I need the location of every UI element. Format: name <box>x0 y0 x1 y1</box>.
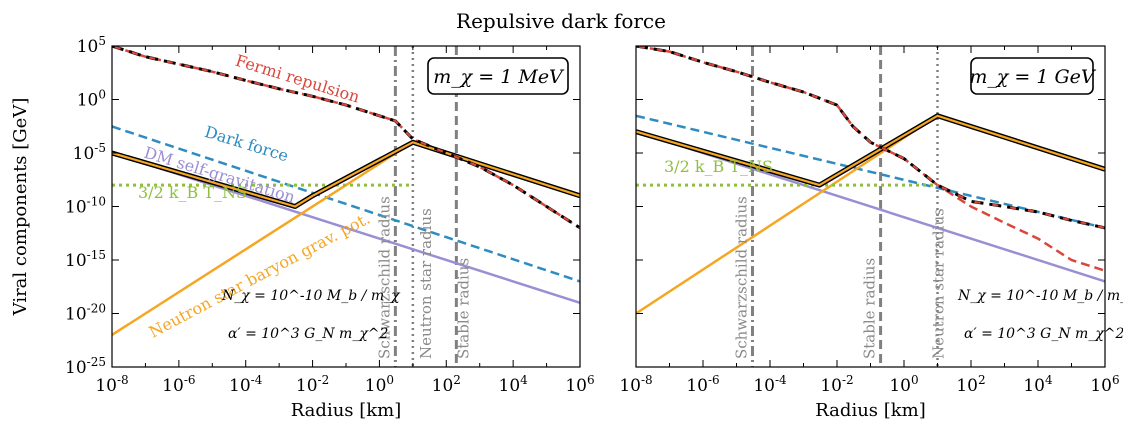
plot-area <box>636 46 1105 367</box>
mass-box <box>427 57 569 95</box>
series-label-baryon: Neutron star baryon grav. pot. <box>146 209 373 342</box>
x-tick-label: 10-4 <box>753 373 787 396</box>
panel-left: Schwarzschild radius Neutron star radius S… <box>10 34 595 421</box>
series-dark_force <box>112 125 580 283</box>
x-tick-label: 10-4 <box>229 373 263 396</box>
x-tick-label: 10-8 <box>95 373 128 396</box>
mass-box <box>970 57 1094 95</box>
x-axis-title: Radius [km] <box>815 400 926 421</box>
mass-label: m_χ = 1 MeV <box>433 66 565 88</box>
series-fermi <box>636 46 1105 272</box>
figure-title: Repulsive dark force <box>456 9 666 33</box>
x-tick-label: 106 <box>565 373 594 396</box>
x-tick-label: 100 <box>889 373 918 396</box>
plot-area <box>112 46 580 367</box>
annotation-n-chi: N_χ = 10^-10 M_b / m_χ <box>221 288 401 304</box>
annotation-alpha: α′ = 10^3 G_N m_χ^2 <box>228 326 389 342</box>
y-tick-label: 105 <box>77 34 106 57</box>
x-tick-label: 106 <box>1090 373 1119 396</box>
y-tick-label: 10-20 <box>65 302 106 325</box>
series-total-band <box>112 141 580 208</box>
x-tick-label: 10-6 <box>686 373 719 396</box>
series-label-kt: 3/2 k_B T_NS <box>138 183 247 202</box>
series-label-fermi: Fermi repulsion <box>233 51 362 107</box>
series-dark_force <box>636 114 1105 230</box>
series-total-band <box>636 114 1105 187</box>
vline-label: Stable radius <box>454 258 472 359</box>
x-tick-label: 104 <box>499 373 529 396</box>
series-total-overlay <box>112 46 580 229</box>
x-tick-label: 10-8 <box>619 373 652 396</box>
x-axis-title: Radius [km] <box>291 400 402 421</box>
vline-label: Neutron star radius <box>930 208 948 359</box>
x-tick-label: 102 <box>432 373 461 396</box>
y-tick-label: 100 <box>77 88 106 111</box>
y-tick-label: 10-5 <box>73 141 106 164</box>
x-tick-label: 10-2 <box>296 373 329 396</box>
panel-right: Schwarzschild radius Stable radius Neutron… <box>619 45 1123 421</box>
annotation-n-chi: N_χ = 10^-10 M_b / m_χ <box>957 288 1123 304</box>
vline-label: Neutron star radius <box>417 208 435 359</box>
x-tick-label: 102 <box>956 373 985 396</box>
vline-label: Schwarzschild radius <box>375 196 393 359</box>
x-tick-label: 100 <box>365 373 394 396</box>
vline-label: Schwarzschild radius <box>732 196 750 359</box>
x-tick-label: 104 <box>1023 373 1053 396</box>
x-tick-label: 10-2 <box>820 373 853 396</box>
vline-label: Stable radius <box>861 258 879 359</box>
y-axis-title: Viral components [GeV] <box>10 98 31 317</box>
annotation-alpha: α′ = 10^3 G_N m_χ^2 <box>964 326 1123 342</box>
series-label-dark_force: Dark force <box>203 122 291 165</box>
series-label-kt: 3/2 k_B T_NS <box>664 157 773 176</box>
y-tick-label: 10-15 <box>65 248 106 271</box>
mass-label: m_χ = 1 GeV <box>969 66 1097 88</box>
y-tick-label: 10-10 <box>65 195 106 218</box>
y-tick-label: 10-25 <box>65 355 106 378</box>
x-tick-label: 10-6 <box>162 373 195 396</box>
